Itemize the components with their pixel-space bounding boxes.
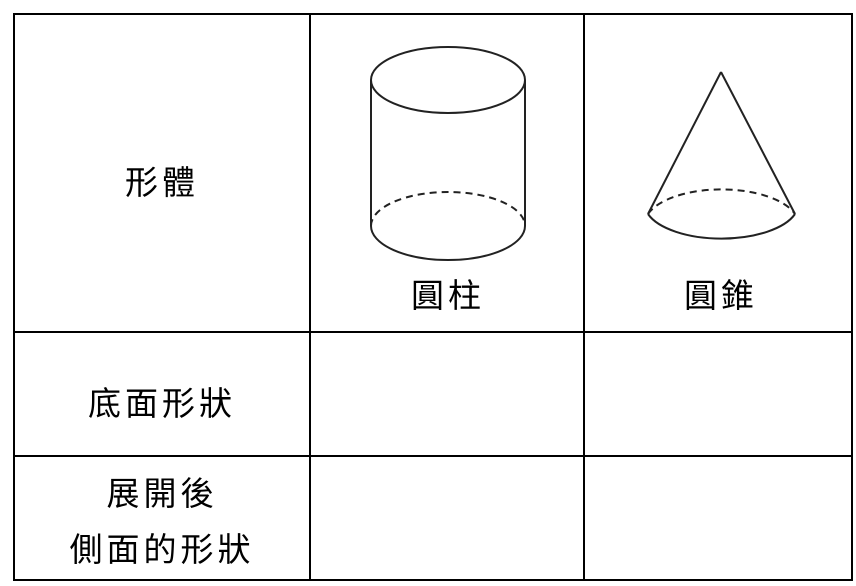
row-header: 形體 [125,163,199,202]
cone [647,71,796,240]
row-header: 底面形狀 [88,384,236,423]
table-border [13,13,853,581]
cylinder [370,46,526,261]
row-header: 側面的形狀 [70,530,255,569]
shape-label: 圓柱 [411,276,485,315]
shape-label: 圓錐 [684,276,758,315]
row-header: 展開後 [107,474,218,513]
